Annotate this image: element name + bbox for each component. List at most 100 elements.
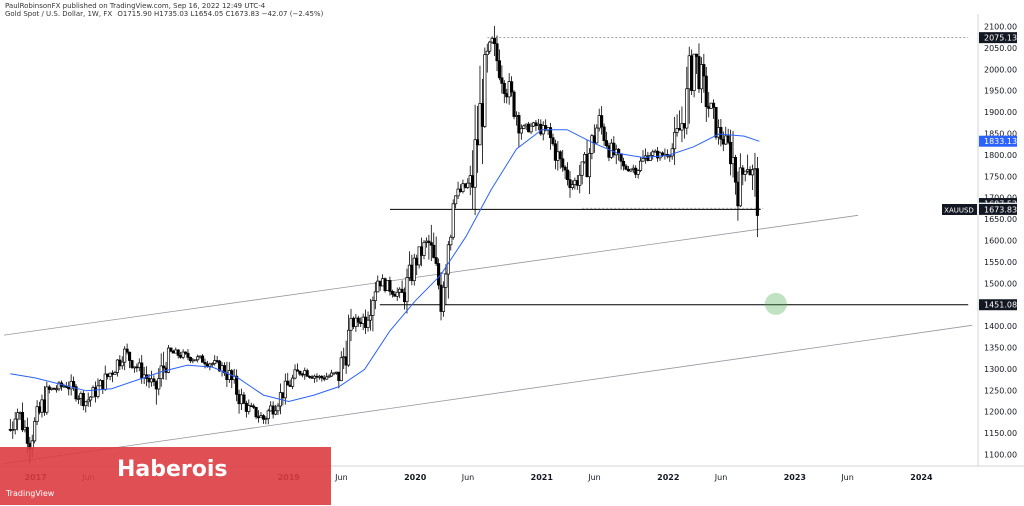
candle xyxy=(249,402,253,408)
candle xyxy=(454,195,458,209)
candle xyxy=(709,102,713,109)
candle xyxy=(556,141,560,171)
candle xyxy=(675,114,679,137)
candle xyxy=(79,391,83,406)
candle xyxy=(16,408,20,431)
candle xyxy=(368,298,373,331)
candle xyxy=(33,417,37,444)
candle xyxy=(281,392,285,406)
candle xyxy=(614,144,618,165)
candle xyxy=(505,88,509,104)
candle xyxy=(293,364,297,380)
candle xyxy=(507,73,511,105)
moving-average-line xyxy=(10,129,760,403)
candle xyxy=(120,356,124,370)
candle xyxy=(235,369,239,402)
candle xyxy=(18,411,22,421)
candle xyxy=(191,358,195,364)
y-tick-label: 1500.00 xyxy=(984,279,1017,288)
candle xyxy=(237,389,241,414)
candle xyxy=(130,359,134,370)
candle xyxy=(473,104,477,216)
candle xyxy=(152,375,156,387)
candle xyxy=(497,49,501,81)
candle xyxy=(366,311,370,332)
candle xyxy=(50,387,54,391)
candle xyxy=(583,151,587,164)
candle xyxy=(266,408,270,425)
candle xyxy=(64,381,68,389)
x-tick-label: Jun xyxy=(334,473,348,482)
candle xyxy=(376,275,380,293)
candle xyxy=(395,287,399,301)
candle xyxy=(478,65,482,146)
candle xyxy=(493,25,497,57)
target-marker xyxy=(764,292,787,315)
candle xyxy=(52,387,56,390)
candle xyxy=(685,66,689,135)
candle xyxy=(381,274,385,287)
candle xyxy=(351,316,355,329)
candle xyxy=(417,246,421,269)
y-tick-label: 1300.00 xyxy=(984,365,1017,374)
y-tick-label: 2100.00 xyxy=(984,23,1017,32)
candle xyxy=(225,361,229,388)
candle xyxy=(563,165,567,180)
candle xyxy=(91,385,95,398)
candle xyxy=(607,142,611,162)
candle xyxy=(76,395,81,405)
candle xyxy=(590,133,594,160)
candle xyxy=(512,90,516,120)
candle xyxy=(388,276,392,296)
candle xyxy=(534,120,538,131)
candle xyxy=(524,123,528,131)
candle xyxy=(390,289,394,298)
candle xyxy=(729,129,733,176)
candle xyxy=(407,251,411,282)
candle xyxy=(420,237,424,267)
candle xyxy=(748,166,752,176)
candle xyxy=(113,370,117,375)
candle xyxy=(668,154,672,162)
candle xyxy=(570,180,574,190)
candle xyxy=(271,401,275,419)
svg-text:1451.08: 1451.08 xyxy=(984,301,1017,310)
symbol-label: XAUUSD xyxy=(944,207,974,215)
symbol-title: Gold Spot / U.S. Dollar, 1W, FX xyxy=(5,10,113,18)
y-tick-label: 1550.00 xyxy=(984,258,1017,267)
price-axis[interactable]: 1100.00 1150.00 1200.00 1250.00 1300.00 1350.… xyxy=(984,23,1017,460)
candle xyxy=(347,314,351,367)
candle xyxy=(59,380,63,391)
candle xyxy=(712,99,716,119)
candle xyxy=(699,57,703,104)
candle xyxy=(566,162,570,186)
candle xyxy=(123,346,127,371)
candle xyxy=(354,313,358,332)
candle xyxy=(702,53,706,93)
candle xyxy=(587,148,592,195)
candle xyxy=(247,399,251,415)
price-label: 2075.13 xyxy=(979,32,1017,44)
candle xyxy=(327,374,331,378)
candle xyxy=(604,131,609,148)
candle xyxy=(142,366,146,385)
candle xyxy=(342,347,346,369)
candle xyxy=(402,287,407,310)
candle xyxy=(400,280,404,293)
candle xyxy=(40,394,44,418)
candle xyxy=(665,149,669,159)
x-tick-label: 2022 xyxy=(657,473,679,482)
candle xyxy=(541,121,545,141)
candle xyxy=(37,401,42,415)
candle xyxy=(256,410,261,423)
candle xyxy=(592,124,596,153)
candle xyxy=(398,287,402,299)
candle xyxy=(731,130,735,178)
candle xyxy=(412,253,416,286)
candle xyxy=(738,153,742,208)
candle xyxy=(553,139,557,170)
candle xyxy=(595,124,599,144)
candle xyxy=(619,153,623,170)
candle xyxy=(254,406,258,420)
